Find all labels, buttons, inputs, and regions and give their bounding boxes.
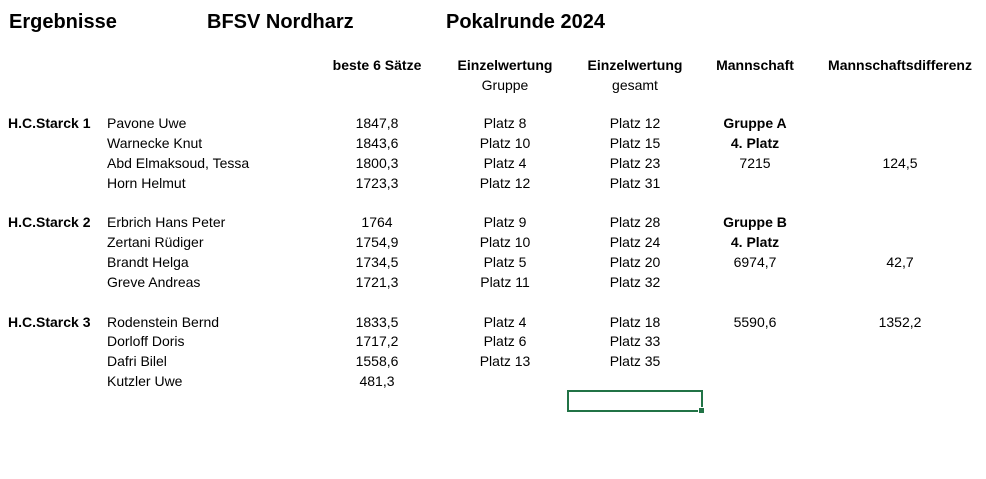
- group-place: Platz 8: [483, 115, 527, 131]
- header-single-total: Einzelwertung: [587, 57, 683, 73]
- group-place: Platz 13: [479, 353, 531, 369]
- team-result: 4. Platz: [730, 135, 780, 151]
- group-place: Platz 10: [479, 234, 531, 250]
- team-result: 5590,6: [733, 314, 777, 330]
- player-name: Dafri Bilel: [107, 353, 167, 369]
- team-difference: 124,5: [882, 155, 918, 171]
- score: 1723,3: [355, 175, 399, 191]
- player-name: Warnecke Knut: [107, 135, 203, 151]
- header-team: Mannschaft: [716, 57, 794, 73]
- score: 1558,6: [355, 353, 399, 369]
- score: 1843,6: [355, 135, 399, 151]
- total-place: Platz 20: [609, 254, 661, 270]
- total-place: Platz 33: [609, 333, 661, 349]
- header-team-diff: Mannschaftsdifferenz: [828, 57, 972, 73]
- score: 1847,8: [355, 115, 399, 131]
- fill-handle[interactable]: [698, 407, 705, 414]
- total-place: Platz 15: [609, 135, 661, 151]
- header-single-total-sub: gesamt: [612, 77, 658, 93]
- title-club: BFSV Nordharz: [207, 11, 354, 33]
- title-results: Ergebnisse: [9, 11, 117, 33]
- group-place: Platz 4: [483, 314, 527, 330]
- team-result: 4. Platz: [730, 234, 780, 250]
- team-result: 7215: [739, 155, 771, 171]
- group-place: Platz 6: [483, 333, 527, 349]
- player-name: Greve Andreas: [107, 274, 201, 290]
- player-name: Erbrich Hans Peter: [107, 214, 226, 230]
- total-place: Platz 12: [609, 115, 661, 131]
- total-place: Platz 31: [609, 175, 661, 191]
- team-result: Gruppe B: [723, 214, 787, 230]
- title-round: Pokalrunde 2024: [446, 11, 605, 33]
- player-name: Kutzler Uwe: [107, 373, 183, 389]
- player-name: Dorloff Doris: [107, 333, 185, 349]
- total-place: Platz 24: [609, 234, 661, 250]
- total-place: Platz 28: [609, 214, 661, 230]
- score: 1721,3: [355, 274, 399, 290]
- group-place: Platz 5: [483, 254, 527, 270]
- player-name: Brandt Helga: [107, 254, 189, 270]
- score: 1800,3: [355, 155, 399, 171]
- team-difference: 42,7: [886, 254, 914, 270]
- team-name: H.C.Starck 3: [8, 314, 91, 330]
- group-place: Platz 4: [483, 155, 527, 171]
- team-difference: 1352,2: [878, 314, 922, 330]
- player-name: Horn Helmut: [107, 175, 186, 191]
- score: 1833,5: [355, 314, 399, 330]
- total-place: Platz 32: [609, 274, 661, 290]
- group-place: Platz 11: [480, 274, 530, 290]
- player-name: Zertani Rüdiger: [107, 234, 204, 250]
- score: 1764: [361, 214, 393, 230]
- team-result: 6974,7: [733, 254, 777, 270]
- group-place: Platz 10: [479, 135, 531, 151]
- header-score: beste 6 Sätze: [332, 57, 422, 73]
- team-result: Gruppe A: [723, 115, 787, 131]
- score: 1717,2: [355, 333, 399, 349]
- team-name: H.C.Starck 1: [8, 115, 91, 131]
- total-place: Platz 18: [609, 314, 661, 330]
- selected-cell[interactable]: [567, 390, 705, 414]
- player-name: Abd Elmaksoud, Tessa: [107, 155, 250, 171]
- score: 1734,5: [355, 254, 399, 270]
- score: 481,3: [359, 373, 395, 389]
- header-single-group: Einzelwertung: [457, 57, 553, 73]
- total-place: Platz 23: [609, 155, 661, 171]
- player-name: Pavone Uwe: [107, 115, 187, 131]
- total-place: Platz 35: [609, 353, 661, 369]
- score: 1754,9: [355, 234, 399, 250]
- group-place: Platz 9: [483, 214, 527, 230]
- player-name: Rodenstein Bernd: [107, 314, 220, 330]
- team-name: H.C.Starck 2: [8, 214, 91, 230]
- header-single-group-sub: Gruppe: [481, 77, 529, 93]
- group-place: Platz 12: [479, 175, 531, 191]
